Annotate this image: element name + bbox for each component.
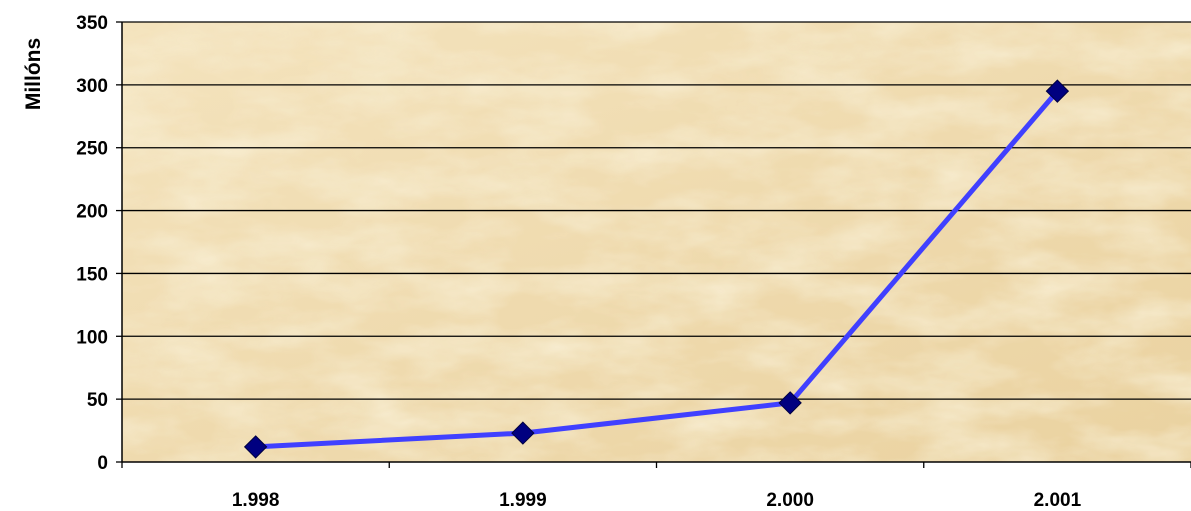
y-tick-labels: 0 50 100 150 200 250 300 350 <box>76 13 108 474</box>
x-tick-label: 1.998 <box>232 490 280 511</box>
series-group <box>243 79 1070 459</box>
y-tick-label: 250 <box>76 139 108 160</box>
y-tick-label: 200 <box>76 202 108 223</box>
plot-area <box>122 22 1191 462</box>
x-tick-labels: 1.998 1.999 2.000 2.001 <box>232 490 1082 511</box>
data-point-marker <box>511 421 535 445</box>
axes <box>116 21 1191 468</box>
x-tick-label: 2.001 <box>1034 490 1082 511</box>
y-tick-label: 150 <box>76 264 108 285</box>
gridlines <box>122 21 1191 400</box>
x-tick-label: 1.999 <box>499 490 547 511</box>
series-line <box>255 89 1060 450</box>
y-tick-label: 100 <box>76 327 108 348</box>
y-tick-label: 0 <box>97 453 108 474</box>
y-tick-label: 50 <box>87 390 108 411</box>
x-tick-label: 2.000 <box>766 490 814 511</box>
plot-texture <box>122 22 1191 462</box>
data-point-marker <box>778 391 802 415</box>
y-tick-label: 300 <box>76 76 108 97</box>
y-axis-title: Millóns <box>22 38 45 110</box>
data-point-marker <box>1045 79 1070 103</box>
y-tick-label: 350 <box>76 13 108 34</box>
data-point-marker <box>243 435 268 459</box>
